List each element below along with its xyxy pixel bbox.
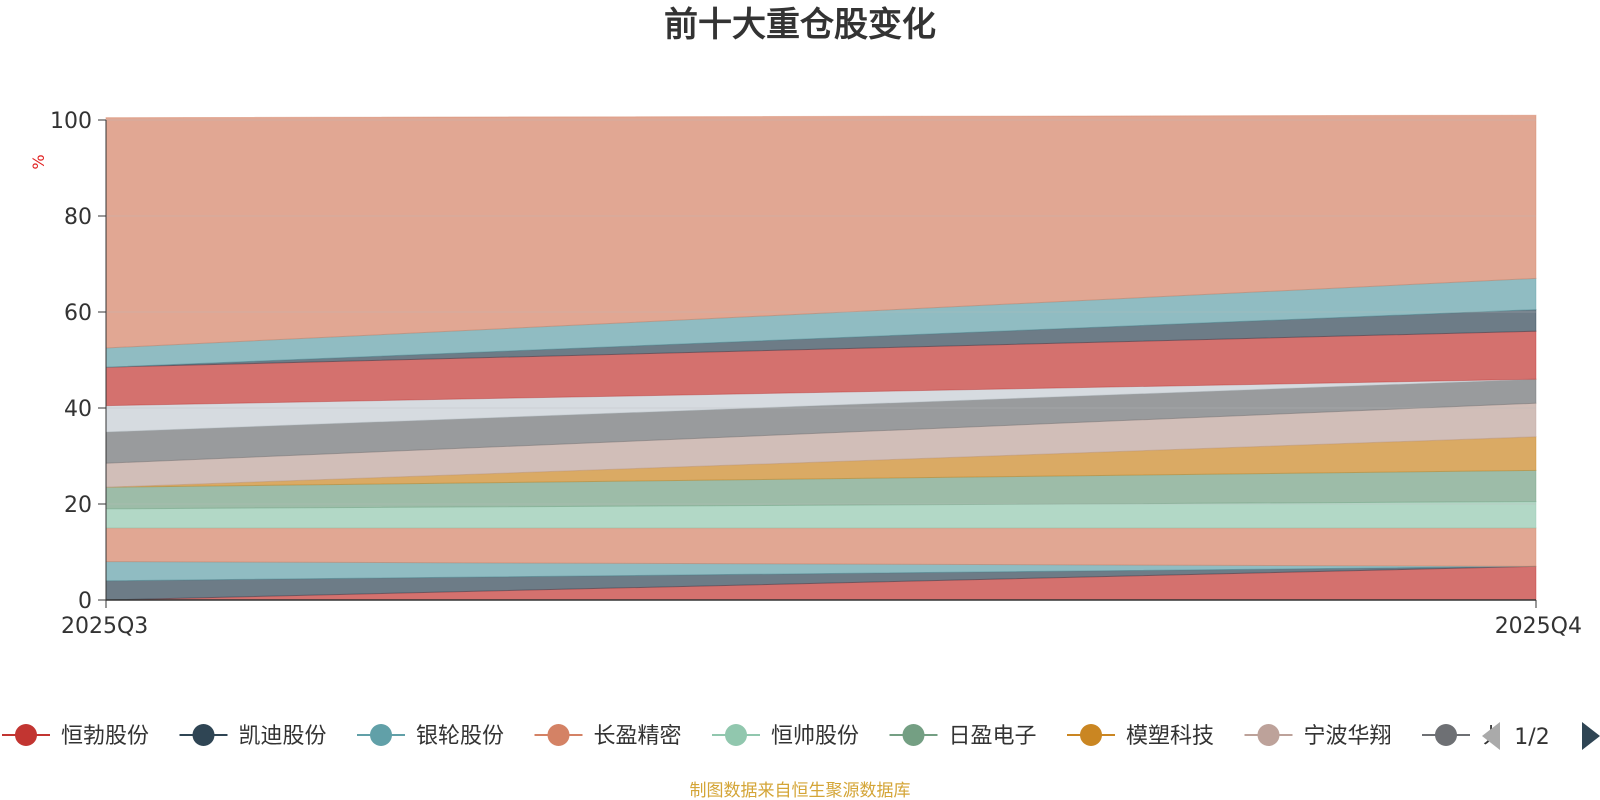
- legend-circle-icon: [192, 724, 215, 746]
- legend-circle-icon: [1435, 724, 1457, 746]
- legend-pager[interactable]: 1/2: [1482, 722, 1600, 750]
- axes: 0 20 40 60 80 100 2025Q3 2025Q4: [50, 109, 1582, 639]
- legend-circle-icon: [547, 724, 570, 746]
- legend-item[interactable]: 模塑科技: [1067, 724, 1214, 749]
- y-tick-label: 100: [50, 109, 92, 134]
- y-tick-label: 80: [64, 205, 92, 230]
- y-axis-unit-label: %: [29, 154, 48, 169]
- legend[interactable]: 恒勃股份凯迪股份银轮股份长盈精密恒帅股份日盈电子模塑科技宁波华翔丿: [2, 724, 1501, 749]
- x-tick-label: 2025Q4: [1495, 614, 1582, 639]
- data-source-note: 制图数据来自恒生聚源数据库: [690, 781, 911, 800]
- legend-label: 凯迪股份: [239, 724, 327, 749]
- area-series-group: [105, 114, 1537, 601]
- chart-title: 前十大重仓股变化: [664, 5, 936, 45]
- legend-item[interactable]: 日盈电子: [889, 724, 1037, 749]
- legend-label: 宁波华翔: [1304, 724, 1392, 749]
- legend-item[interactable]: 恒勃股份: [2, 724, 149, 749]
- legend-label: 银轮股份: [416, 724, 504, 749]
- legend-circle-icon: [725, 724, 747, 746]
- legend-circle-icon: [1257, 724, 1280, 746]
- y-tick-label: 60: [64, 301, 92, 326]
- legend-circle-icon: [370, 724, 392, 746]
- y-tick-label: 20: [64, 493, 92, 518]
- legend-label: 模塑科技: [1126, 724, 1214, 749]
- legend-item[interactable]: 宁波华翔: [1244, 724, 1392, 749]
- legend-label: 恒勃股份: [61, 724, 149, 749]
- legend-next-page-icon[interactable]: [1582, 722, 1600, 750]
- x-tick-label: 2025Q3: [61, 614, 148, 639]
- legend-label: 日盈电子: [949, 724, 1037, 749]
- legend-label: 恒帅股份: [771, 724, 859, 749]
- y-tick-label: 40: [64, 397, 92, 422]
- grid-lines: [106, 119, 1536, 505]
- area-series-4: [105, 527, 1537, 567]
- legend-item[interactable]: 凯迪股份: [179, 724, 327, 749]
- legend-circle-icon: [1080, 724, 1102, 746]
- legend-item[interactable]: 银轮股份: [357, 724, 504, 749]
- legend-circle-icon: [15, 724, 37, 746]
- legend-circle-icon: [902, 724, 925, 746]
- y-tick-label: 0: [78, 589, 92, 614]
- legend-item[interactable]: 恒帅股份: [712, 724, 859, 749]
- legend-label: 长盈精密: [594, 724, 682, 749]
- legend-prev-page-icon[interactable]: [1482, 722, 1500, 750]
- legend-item[interactable]: 长盈精密: [534, 724, 682, 749]
- legend-page-indicator: 1/2: [1514, 725, 1549, 750]
